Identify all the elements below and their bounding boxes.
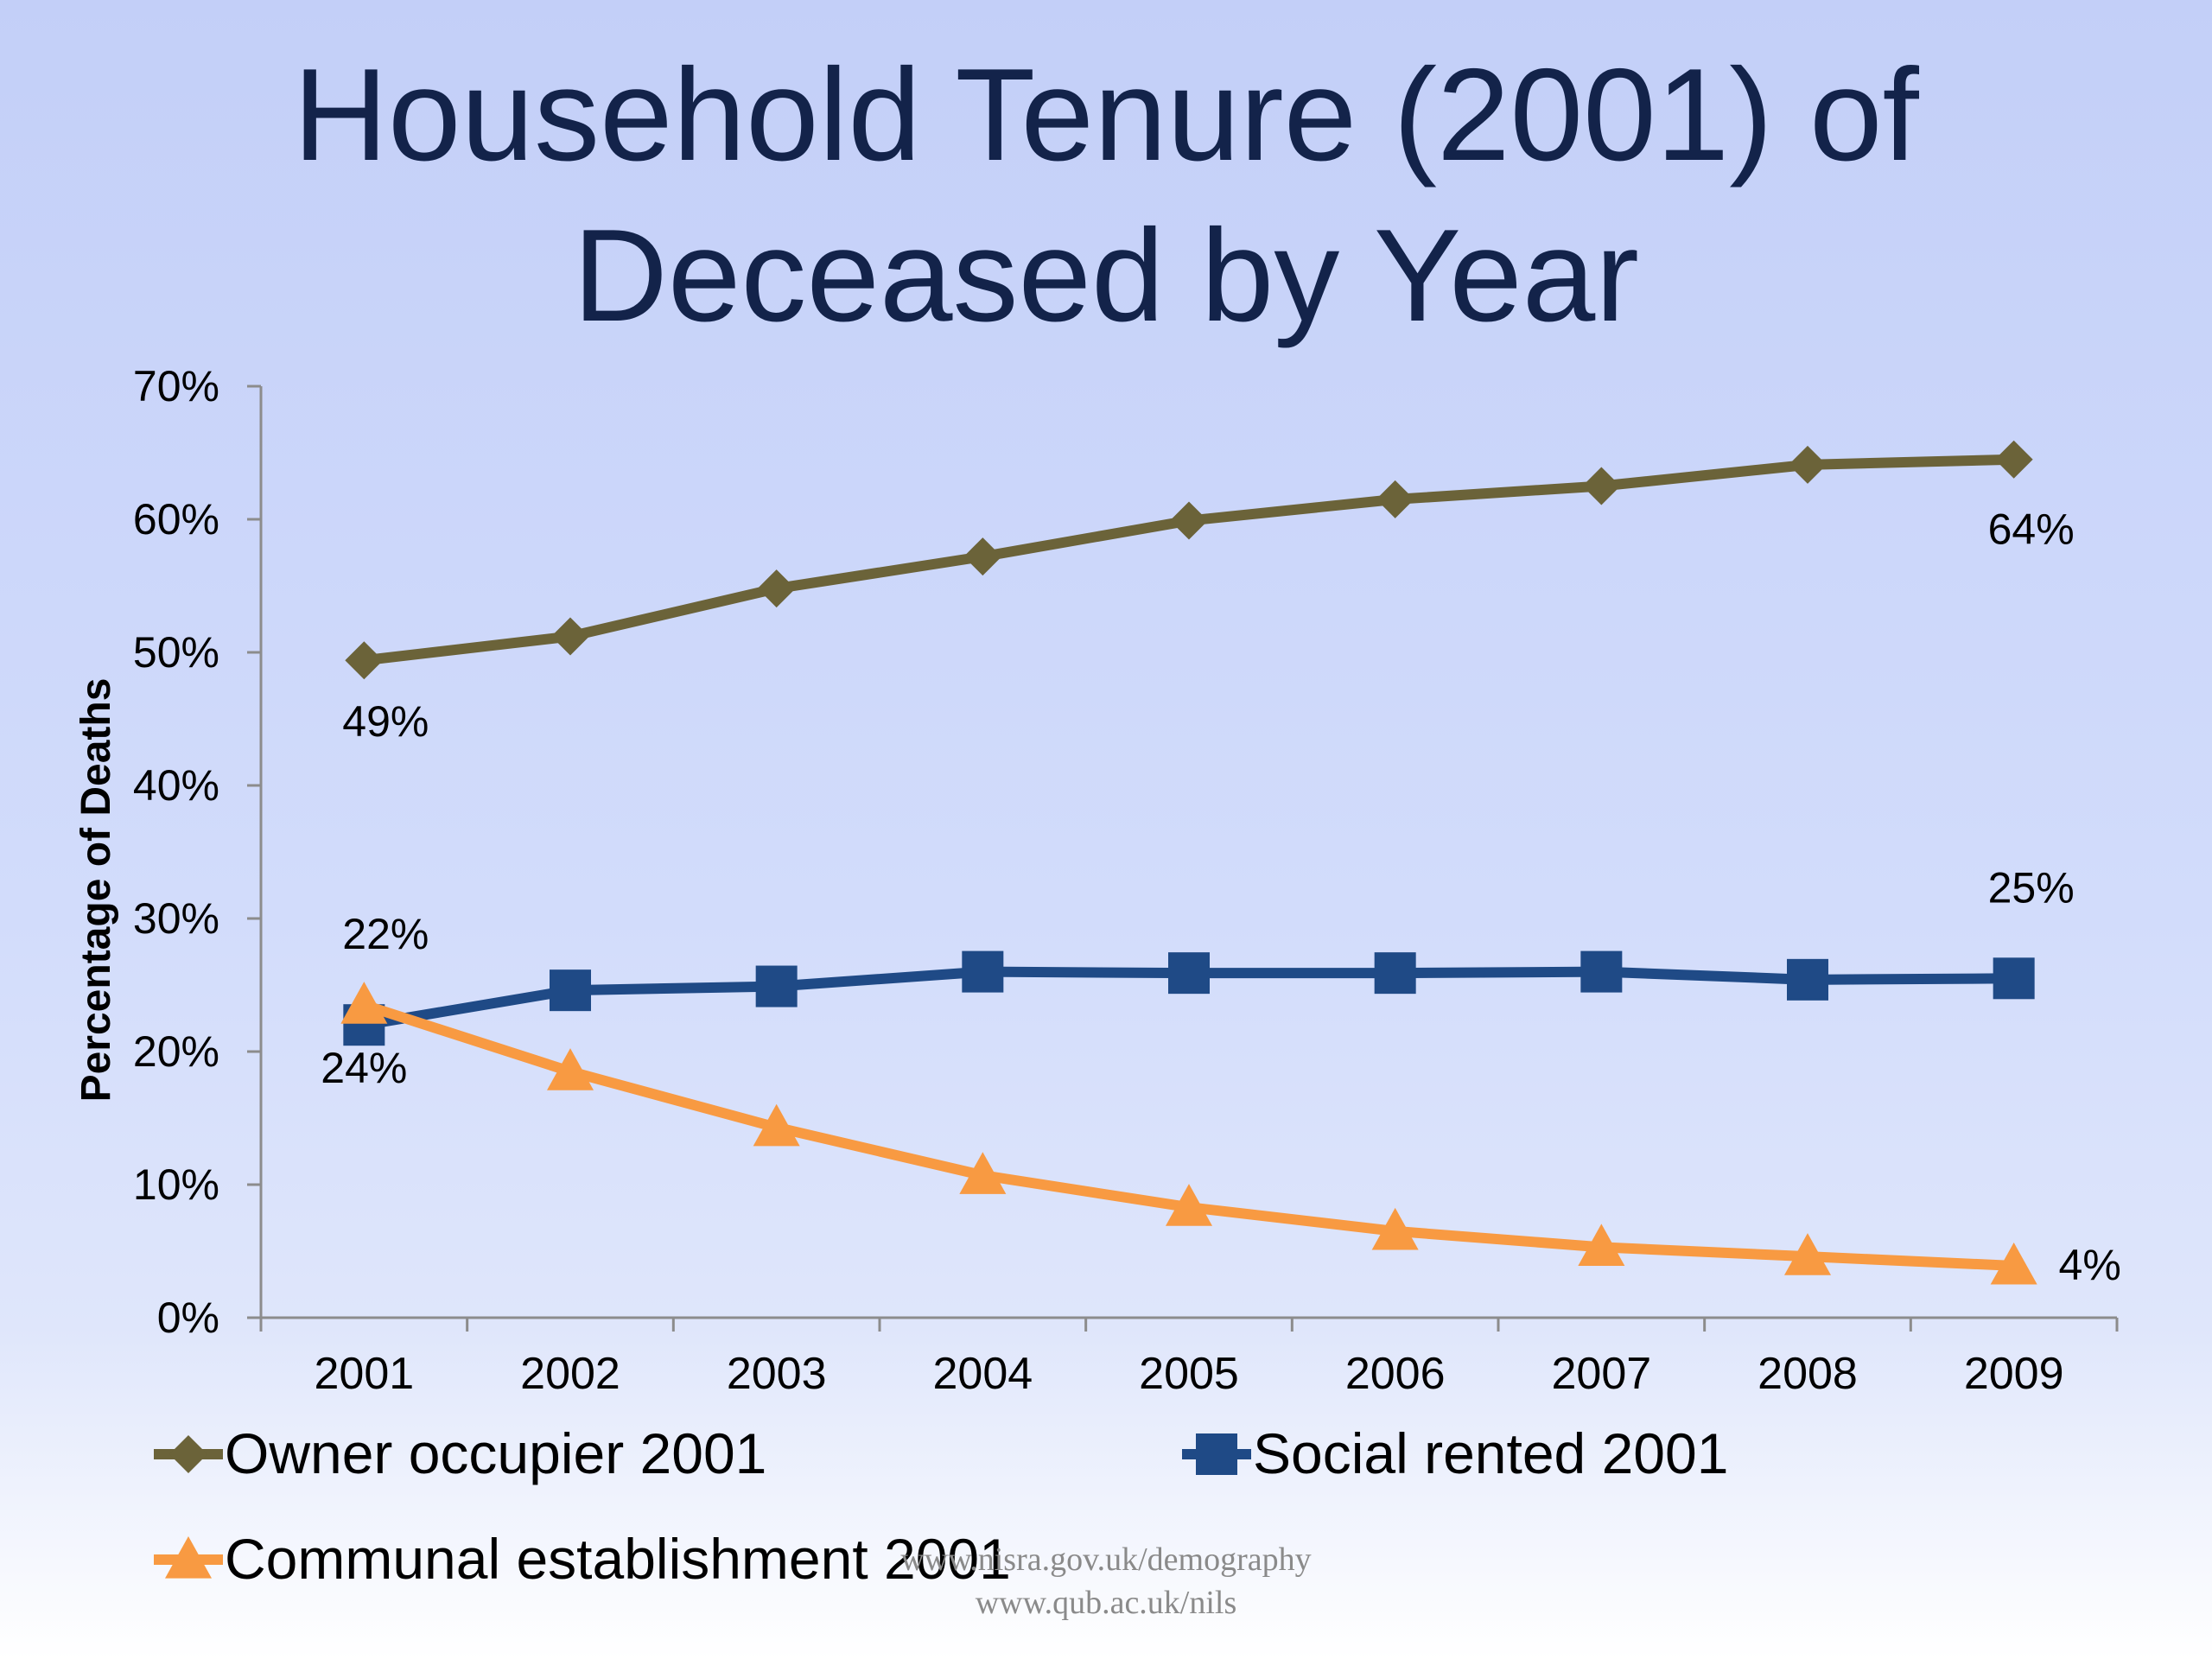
data-point-owner-occupier — [345, 641, 384, 680]
axes: 0% 10% 20% 30% 40% 50% 60% 70% 2001 2002 2003 2004 2… — [133, 362, 2119, 1399]
data-point-owner-occupier — [1170, 501, 1208, 540]
data-point-communal-establishment — [1990, 1242, 2037, 1285]
data-point-social-rented — [1374, 952, 1416, 995]
data-label: 4% — [2059, 1241, 2121, 1289]
data-point-owner-occupier — [1789, 445, 1827, 484]
data-point-communal-establishment — [1166, 1184, 1212, 1226]
data-point-communal-establishment — [959, 1152, 1007, 1194]
data-labels: 49% 64% 22% 25% 24% 4% — [321, 505, 2121, 1289]
data-point-communal-establishment — [547, 1048, 594, 1090]
footer-link-nils[interactable]: www.qub.ac.uk/nils — [975, 1585, 1237, 1621]
data-point-owner-occupier — [1376, 480, 1414, 518]
data-point-social-rented — [1787, 958, 1828, 1001]
series-owner-occupier — [345, 440, 2033, 680]
legend-marker — [1196, 1433, 1237, 1475]
legend-item-communal-establishment: Communal establishment 2001 — [154, 1527, 1011, 1591]
data-label: 22% — [342, 910, 429, 958]
series-communal-establishment — [340, 982, 2037, 1285]
y-tick-label: 60% — [133, 495, 219, 543]
x-tick-label: 2008 — [1758, 1349, 1858, 1399]
data-point-communal-establishment — [1578, 1224, 1625, 1266]
x-tick-label: 2006 — [1345, 1349, 1446, 1399]
y-tick-label: 20% — [133, 1027, 219, 1076]
x-tick-label: 2005 — [1139, 1349, 1239, 1399]
y-tick-label: 10% — [133, 1160, 219, 1209]
data-label: 64% — [1988, 505, 2075, 554]
legend-item-owner-occupier: Owner occupier 2001 — [154, 1421, 766, 1485]
chart-title: Household Tenure (2001) of Deceased by Y… — [0, 35, 2212, 356]
legend-marker — [169, 1435, 207, 1473]
data-point-owner-occupier — [757, 569, 796, 608]
series-layer — [340, 440, 2037, 1285]
legend: Owner occupier 2001 Social rented 2001 Com… — [154, 1421, 1728, 1591]
data-point-owner-occupier — [551, 617, 589, 656]
data-point-social-rented — [550, 969, 591, 1012]
data-label: 49% — [342, 697, 429, 746]
data-point-social-rented — [1580, 950, 1623, 993]
y-tick-label: 0% — [157, 1294, 219, 1342]
x-tick-label: 2002 — [520, 1349, 620, 1399]
data-point-social-rented — [755, 965, 798, 1007]
y-tick-label: 30% — [133, 894, 219, 943]
footer: www.nisra.gov.uk/demography www.qub.ac.u… — [0, 1538, 2212, 1624]
data-label: 24% — [321, 1044, 407, 1092]
legend-label: Social rented 2001 — [1253, 1421, 1728, 1485]
legend-item-social-rented: Social rented 2001 — [1182, 1421, 1728, 1485]
series-line-communal-establishment — [359, 1000, 2019, 1271]
data-point-communal-establishment — [340, 982, 388, 1024]
data-point-social-rented — [1993, 957, 2035, 1000]
data-point-social-rented — [962, 950, 1004, 993]
x-tick-label: 2007 — [1551, 1349, 1651, 1399]
legend-label: Communal establishment 2001 — [225, 1527, 1011, 1591]
y-tick-label: 50% — [133, 628, 219, 677]
legend-label: Owner occupier 2001 — [225, 1421, 766, 1485]
x-tick-label: 2009 — [1964, 1349, 2064, 1399]
data-point-communal-establishment — [753, 1103, 800, 1147]
chart-title-line-1: Household Tenure (2001) of — [293, 41, 1919, 188]
data-point-owner-occupier — [1582, 467, 1621, 505]
data-point-owner-occupier — [963, 537, 1002, 576]
data-point-communal-establishment — [1371, 1207, 1419, 1250]
y-tick-label: 70% — [133, 362, 219, 410]
footer-link-nisra[interactable]: www.nisra.gov.uk/demography — [900, 1541, 1312, 1578]
data-point-owner-occupier — [1994, 440, 2033, 479]
data-point-communal-establishment — [1784, 1233, 1831, 1275]
x-tick-label: 2004 — [932, 1349, 1033, 1399]
y-tick-label: 40% — [133, 761, 219, 810]
data-point-social-rented — [1168, 952, 1210, 995]
legend-marker — [165, 1536, 212, 1579]
x-tick-label: 2003 — [727, 1349, 827, 1399]
data-label: 25% — [1988, 863, 2075, 912]
series-line-owner-occupier — [359, 454, 2019, 666]
y-axis-label: Percentage of Deaths — [73, 678, 119, 1103]
x-tick-label: 2001 — [314, 1349, 414, 1399]
chart-title-line-2: Deceased by Year — [573, 202, 1639, 349]
series-social-rented — [343, 950, 2035, 1046]
